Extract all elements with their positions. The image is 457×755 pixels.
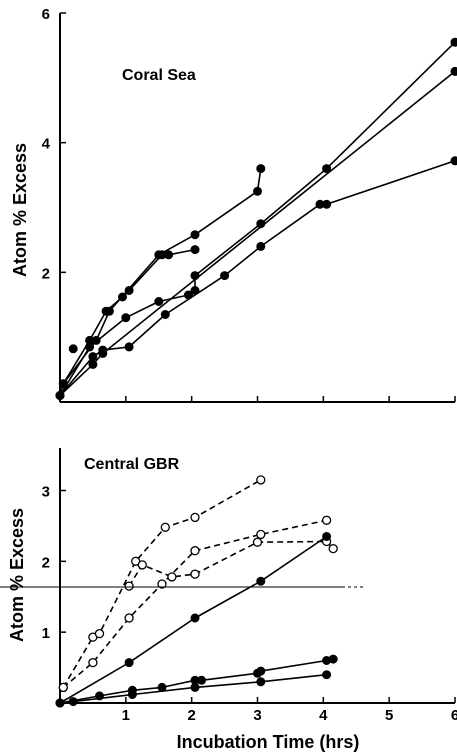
central-gbr-x-tick-label: 3 [253,707,261,724]
coral-sea-data-point [88,352,98,362]
coral-sea-panel: 2 4 6 Coral Sea Atom % Excess [10,6,457,403]
coral-sea-data-point [220,271,230,281]
central-gbr-data-point [127,690,137,699]
central-gbr-data-point [256,475,266,485]
central-gbr-data-point [328,654,338,664]
central-gbr-data-point [197,675,206,685]
central-gbr-data-point [190,546,200,556]
central-gbr-data-point [321,515,332,525]
central-gbr-x-tick-label: 6 [451,707,457,724]
central-gbr-data-point [124,581,134,591]
central-gbr-data-point [256,666,266,676]
coral-sea-data-point [88,359,98,369]
coral-sea-data-point [322,164,332,174]
coral-sea-data-point [253,186,262,196]
coral-sea-data-point [256,164,266,174]
central-gbr-panel: 1 2 3 4 5 6 1 2 3 Central GBR Atom % Excess Incubat… [7,448,457,752]
central-gbr-data-point [137,560,147,570]
coral-sea-data-point [190,271,200,281]
coral-sea-data-point [124,286,134,295]
coral-sea-y-tick-label: 4 [42,136,51,153]
coral-sea-data-point [154,250,164,260]
coral-sea-data-point [68,344,78,354]
central-gbr-data-point [124,613,134,623]
central-gbr-data-point [68,697,78,707]
central-gbr-x-tick-label: 2 [187,707,195,724]
coral-sea-data-point [98,348,108,358]
coral-sea-data-point [121,313,131,323]
central-gbr-x-tick-label: 1 [122,707,130,724]
coral-sea-data-point [85,342,95,352]
central-gbr-data-point [256,677,266,687]
central-gbr-y-tick-label: 1 [42,625,50,642]
coral-sea-data-point [55,391,65,400]
central-gbr-data-point [124,658,134,668]
coral-sea-data-point [160,310,170,319]
central-gbr-y-tick-label: 3 [42,484,50,501]
central-gbr-data-point [322,532,332,541]
coral-sea-data-point [190,230,200,240]
central-gbr-series-line [62,519,327,689]
central-gbr-data-point [167,572,177,582]
central-gbr-x-tick-label: 4 [319,707,328,724]
central-gbr-data-point [252,537,263,547]
coral-sea-data-point [104,306,114,316]
coral-sea-series-line [59,41,456,396]
central-gbr-data-point [157,579,167,589]
central-gbr-data-point [94,628,105,639]
central-gbr-y-axis-label: Atom % Excess [7,508,27,642]
central-gbr-y-tick-label: 2 [42,554,50,571]
central-gbr-series-line [128,540,334,587]
central-gbr-data-point [256,529,266,540]
coral-sea-data-point [256,241,266,251]
central-gbr-data-point [190,682,200,692]
coral-sea-y-tick-label: 2 [42,265,50,282]
central-gbr-data-point [190,512,200,523]
central-gbr-data-point [190,569,200,579]
coral-sea-data-point [154,297,164,306]
coral-sea-y-axis-label: Atom % Excess [10,143,30,277]
coral-sea-data-point [164,250,174,260]
coral-sea-series-line [59,70,456,397]
coral-sea-y-tick-label: 6 [42,6,50,23]
central-gbr-data-point [328,543,338,554]
central-gbr-data-point [58,682,68,693]
coral-sea-data-point [450,66,457,76]
central-gbr-data-point [160,522,170,532]
coral-sea-series-line [59,160,456,397]
central-gbr-data-point [190,613,200,623]
central-gbr-x-axis-label: Incubation Time (hrs) [177,732,360,752]
central-gbr-data-point [88,657,98,668]
coral-sea-data-point [124,342,134,352]
coral-sea-series-line [59,248,196,396]
central-gbr-data-point [256,576,266,586]
coral-sea-data-point [322,199,332,209]
central-gbr-data-point [55,698,65,708]
central-gbr-title: Central GBR [84,456,180,473]
central-gbr-x-tick-label: 5 [385,707,393,724]
coral-sea-data-point [450,156,457,166]
coral-sea-title: Coral Sea [122,67,196,84]
coral-sea-data-point [450,37,457,47]
coral-sea-series-line [62,168,262,385]
central-gbr-data-point [322,670,332,680]
coral-sea-data-point [190,245,200,255]
